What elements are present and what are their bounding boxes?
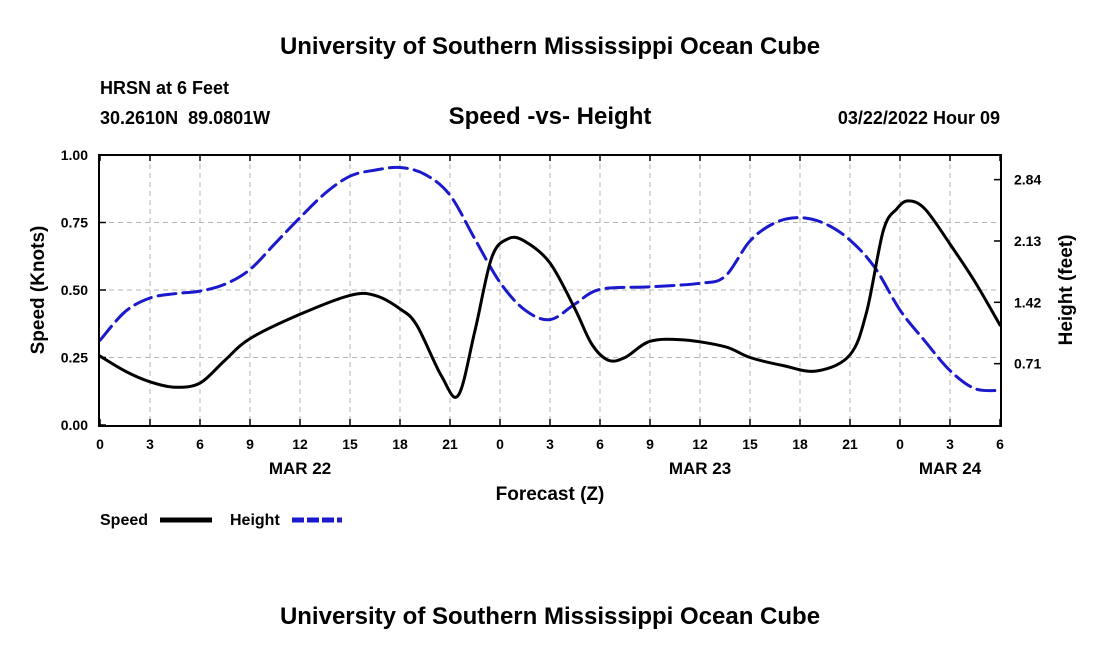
x-tick-label: 6 (196, 436, 204, 452)
x-tick-label: 9 (246, 436, 254, 452)
date-label: MAR 23 (669, 459, 731, 478)
speed-series-line (98, 199, 1002, 399)
x-tick-label: 0 (496, 436, 504, 452)
station-label: HRSN at 6 Feet (100, 78, 229, 98)
x-tick-label: 18 (392, 436, 408, 452)
x-tick-label: 18 (792, 436, 808, 452)
y2-axis-title: Height (feet) (1056, 235, 1077, 346)
height-series-line (98, 165, 1002, 393)
y2-tick-label: 0.71 (1014, 356, 1041, 372)
axis-ticks: 0 3 6 9 12 15 18 21 0 3 6 9 12 15 18 21 0 3 6 0.00 0.25 0.50 0… (61, 147, 1042, 478)
x-tick-label: 6 (596, 436, 604, 452)
forecast-datetime: 03/22/2022 Hour 09 (838, 108, 1000, 128)
grid-lines (100, 155, 1000, 425)
coordinates-label: 30.2610N 89.0801W (100, 108, 270, 128)
y2-tick-label: 1.42 (1014, 294, 1041, 310)
date-label: MAR 22 (269, 459, 331, 478)
date-label: MAR 24 (919, 459, 982, 478)
x-tick-label: 3 (146, 436, 154, 452)
x-tick-label: 12 (692, 436, 708, 452)
y2-tick-label: 2.84 (1014, 172, 1041, 188)
x-tick-label: 15 (742, 436, 758, 452)
page-title-top: University of Southern Mississippi Ocean… (280, 33, 820, 60)
x-tick-label: 12 (292, 436, 308, 452)
legend-label-speed: Speed (100, 512, 148, 529)
x-axis-title: Forecast (Z) (496, 484, 605, 505)
x-tick-label: 9 (646, 436, 654, 452)
y-axis-title: Speed (Knots) (28, 226, 49, 355)
page-title-bottom: University of Southern Mississippi Ocean… (280, 603, 820, 630)
x-tick-label: 3 (946, 436, 954, 452)
y-tick-label: 0.25 (61, 350, 88, 366)
legend-label-height: Height (230, 512, 280, 529)
x-tick-label: 6 (996, 436, 1004, 452)
chart-title: Speed -vs- Height (449, 103, 652, 130)
y2-tick-label: 2.13 (1014, 233, 1041, 249)
y-tick-label: 0.00 (61, 417, 88, 433)
y-tick-label: 0.75 (61, 215, 88, 231)
y-tick-label: 0.50 (61, 282, 88, 298)
x-tick-label: 0 (896, 436, 904, 452)
x-tick-label: 0 (96, 436, 104, 452)
x-tick-label: 21 (842, 436, 858, 452)
x-tick-label: 21 (442, 436, 458, 452)
y-tick-label: 1.00 (61, 147, 88, 163)
x-tick-label: 3 (546, 436, 554, 452)
x-tick-label: 15 (342, 436, 358, 452)
data-series (98, 165, 1002, 399)
